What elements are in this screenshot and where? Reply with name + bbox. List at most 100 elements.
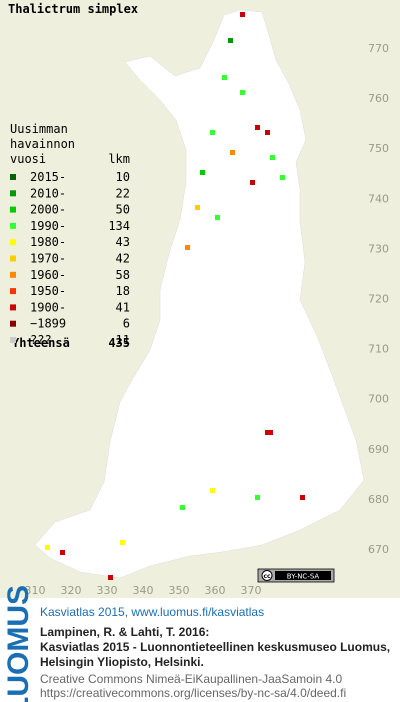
square [180, 505, 185, 510]
legend-header: Uusimman [10, 122, 68, 136]
legend-count: 43 [116, 235, 130, 249]
square [210, 130, 215, 135]
legend-count: 11 [116, 333, 130, 347]
legend-label: ??? [30, 333, 52, 347]
legend-count: 134 [108, 219, 130, 233]
license: https://creativecommons.org/licenses/by-… [40, 686, 346, 700]
square [45, 545, 50, 550]
square [240, 90, 245, 95]
square [230, 150, 235, 155]
legend: Uusimman havainnon vuosi lkm Yhteensä 43… [10, 122, 130, 350]
legend-count: 42 [116, 252, 130, 266]
occurrence-squares [45, 12, 305, 580]
x-axis-label: 370 [241, 584, 262, 597]
square [280, 175, 285, 180]
legend-label: 1950- [30, 284, 66, 298]
footer-title: Kasviatlas 2015, www.luomus.fi/kasviatla… [40, 605, 264, 619]
brand: LUOMUS [2, 585, 35, 702]
legend-count-header: lkm [108, 152, 130, 166]
square [255, 125, 260, 130]
square [270, 155, 275, 160]
square [250, 180, 255, 185]
y-axis-label: 710 [368, 343, 389, 356]
legend-swatch [10, 288, 16, 295]
legend-label: −1899 [30, 317, 66, 331]
y-axis-label: 690 [368, 443, 389, 456]
square [60, 550, 65, 555]
y-axis-label: 670 [368, 543, 389, 556]
legend-label: 1900- [30, 300, 66, 314]
square [195, 205, 200, 210]
legend-count: 18 [116, 284, 130, 298]
legend-label: 2000- [30, 203, 66, 217]
x-axis: 310 320 330 340 350 360 370 [25, 584, 262, 597]
legend-swatch [10, 190, 16, 197]
legend-label: 2010- [30, 186, 66, 200]
legend-header: havainnon [10, 137, 75, 151]
square [210, 488, 215, 493]
legend-swatch [10, 222, 16, 229]
legend-swatch [10, 320, 16, 327]
legend-label: 1960- [30, 268, 66, 282]
y-axis-label: 700 [368, 393, 389, 406]
finland-outline [34, 9, 365, 579]
total-label: Yhteensä [12, 336, 70, 350]
badge-terms: BY-NC-SA [287, 573, 320, 581]
legend-swatch [10, 206, 16, 213]
citation: Helsingin Yliopisto, Helsinki. [40, 655, 204, 669]
square [265, 430, 273, 435]
legend-swatch [10, 255, 16, 262]
legend-count: 22 [116, 186, 130, 200]
square [120, 540, 125, 545]
legend-count: 58 [116, 268, 130, 282]
map-title: Thalictrum simplex [8, 2, 138, 16]
citation: Lampinen, R. & Lahti, T. 2016: [40, 625, 209, 639]
legend-label: 1990- [30, 219, 66, 233]
x-axis-label: 360 [205, 584, 226, 597]
license: Creative Commons Nimeä-EiKaupallinen-Jaa… [40, 672, 342, 686]
legend-swatch [10, 174, 16, 180]
square [215, 215, 220, 220]
square [255, 495, 260, 500]
y-axis-label: 770 [368, 42, 389, 55]
legend-count: 41 [116, 300, 130, 314]
legend-swatch [10, 337, 16, 343]
legend-label: 1980- [30, 235, 66, 249]
badge-cc: cc [263, 573, 271, 580]
y-axis-label: 680 [368, 493, 389, 506]
square [185, 245, 190, 250]
square [108, 575, 113, 580]
license-badge: cc BY-NC-SA [257, 568, 335, 583]
square [300, 495, 305, 500]
legend-label: 2015- [30, 170, 66, 184]
square [265, 130, 270, 135]
legend-swatch [10, 239, 16, 246]
citation: Kasviatlas 2015 - Luonnontieteellinen ke… [40, 640, 390, 654]
y-axis: 770 760 750 740 730 720 710 700 690 680 670 [368, 42, 389, 556]
legend-label: 1970- [30, 252, 66, 266]
y-axis-label: 730 [368, 242, 389, 255]
square [222, 75, 227, 80]
x-axis-label: 330 [97, 584, 118, 597]
legend-count: 50 [116, 203, 130, 217]
x-axis-label: 320 [61, 584, 82, 597]
y-axis-label: 740 [368, 192, 389, 205]
x-axis-label: 340 [133, 584, 154, 597]
y-axis-label: 750 [368, 142, 389, 155]
square [200, 170, 205, 175]
badge-terms-bg [275, 571, 331, 580]
square [240, 12, 245, 17]
badge-icon [261, 570, 273, 581]
square [228, 38, 233, 43]
total-count: 435 [108, 336, 130, 350]
legend-count: 6 [123, 317, 130, 331]
x-axis-label: 310 [25, 584, 46, 597]
legend-count: 10 [116, 170, 130, 184]
legend-swatch [10, 304, 16, 311]
legend-swatch [10, 271, 16, 278]
y-axis-label: 720 [368, 293, 389, 306]
x-axis-label: 350 [169, 584, 190, 597]
y-axis-label: 760 [368, 92, 389, 105]
legend-header: vuosi [10, 152, 46, 166]
